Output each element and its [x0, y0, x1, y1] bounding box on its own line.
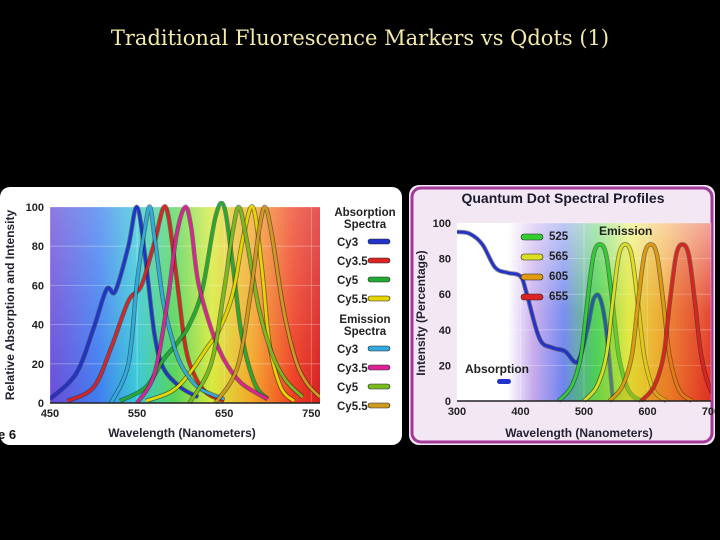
legend-group-title: Absorption — [334, 207, 395, 219]
y-tick-label: 20 — [32, 359, 44, 371]
y-tick-label: 100 — [433, 218, 451, 230]
dye-spectra-chart: 0 20 40 60 80 100 450 550 650 750 Relative Absor… — [0, 187, 402, 445]
y-tick-label: 80 — [439, 254, 451, 266]
legend-entry-label: 565 — [549, 251, 569, 263]
legend-entry-label: Cy5.5 — [337, 294, 368, 306]
absorption-legend-swatch — [497, 379, 511, 384]
legend-swatch — [367, 257, 391, 264]
legend-swatch — [367, 383, 391, 390]
x-tick-label: 450 — [41, 408, 59, 420]
x-tick-label: 550 — [128, 408, 146, 420]
legend-swatch — [367, 364, 391, 371]
legend-entry-label: Cy5 — [337, 275, 359, 287]
x-tick-label: 700 — [702, 406, 715, 418]
y-tick-label: 80 — [32, 241, 44, 253]
legend-swatch — [520, 253, 544, 261]
series-line-565 — [582, 243, 668, 403]
y-tick-label: 60 — [32, 280, 44, 292]
legend-swatch — [520, 233, 544, 241]
series-line-cy3-emission — [109, 205, 225, 404]
series-line-655 — [640, 243, 711, 402]
x-tick-label: 650 — [215, 408, 233, 420]
legend-entry-label: 605 — [549, 271, 569, 283]
legend-swatch — [367, 276, 391, 283]
series-line-525 — [557, 243, 643, 403]
series-line-605 — [608, 243, 693, 403]
y-tick-label: 40 — [439, 325, 451, 337]
right-x-axis-label: Wavelength (Nanometers) — [505, 426, 653, 440]
legend-swatch — [520, 273, 544, 281]
legend-swatch — [367, 238, 391, 245]
x-tick-label: 600 — [638, 406, 656, 418]
series-line-absorption — [457, 230, 614, 398]
left-y-axis-label: Relative Absorption and Intensity — [3, 210, 17, 401]
legend-group-subtitle: Spectra — [344, 326, 387, 338]
corner-label: e 6 — [0, 427, 16, 442]
legend-entry-label: Cy3.5 — [337, 363, 368, 375]
series-fill-605 — [609, 244, 692, 401]
legend-group-title: Emission — [339, 314, 390, 326]
y-tick-label: 100 — [26, 202, 44, 214]
series-line-cy5-emission — [188, 205, 304, 404]
y-tick-label: 60 — [439, 289, 451, 301]
x-tick-label: 500 — [575, 406, 593, 418]
x-tick-label: 750 — [302, 408, 320, 420]
legend-swatch — [520, 293, 544, 301]
series-fill-565 — [584, 244, 667, 401]
legend-group-subtitle: Spectra — [344, 219, 387, 231]
x-tick-label: 300 — [448, 406, 466, 418]
legend-entry-label: Cy3.5 — [337, 256, 368, 268]
y-tick-label: 40 — [32, 320, 44, 332]
right-y-axis-label: Intensity (Percentage) — [414, 250, 428, 375]
legend-entry-label: Cy5 — [337, 382, 359, 394]
legend-entry-label: 655 — [549, 291, 569, 303]
x-tick-label: 400 — [511, 406, 529, 418]
qdot-spectra-chart: 0 20 40 60 80 100 300 400 500 600 700 Quantum Dot… — [409, 185, 720, 445]
legend-entry-label: Cy3 — [337, 344, 358, 356]
slide-title: Traditional Fluorescence Markers vs Qdot… — [110, 26, 610, 50]
y-tick-label: 0 — [445, 396, 451, 408]
series-line-cy3-5-emission — [135, 205, 269, 404]
right-chart-title: Quantum Dot Spectral Profiles — [461, 190, 664, 206]
legend-swatch — [367, 402, 391, 409]
legend-entry-label: Cy5.5 — [337, 401, 368, 413]
absorption-label: Absorption — [465, 362, 529, 376]
legend-swatch — [367, 345, 391, 352]
legend-entry-label: Cy3 — [337, 237, 358, 249]
legend-swatch — [367, 295, 391, 302]
right-legend: 525 565 605 655 — [520, 231, 569, 303]
legend-entry-label: 525 — [549, 231, 569, 243]
series-fill-655 — [641, 244, 711, 401]
emission-label: Emission — [599, 224, 652, 238]
y-tick-label: 0 — [38, 398, 44, 410]
series-line-cy3-absorption — [50, 205, 199, 401]
left-legend: AbsorptionSpectraCy3Cy3.5Cy5Cy5.5Emissio… — [334, 207, 395, 413]
series-line-cy3-5-absorption — [66, 204, 225, 403]
series-line-cy5-5-emission — [214, 205, 320, 404]
y-tick-label: 20 — [439, 360, 451, 372]
series-fill-525 — [558, 244, 642, 401]
left-x-axis-label: Wavelength (Nanometers) — [108, 426, 256, 440]
